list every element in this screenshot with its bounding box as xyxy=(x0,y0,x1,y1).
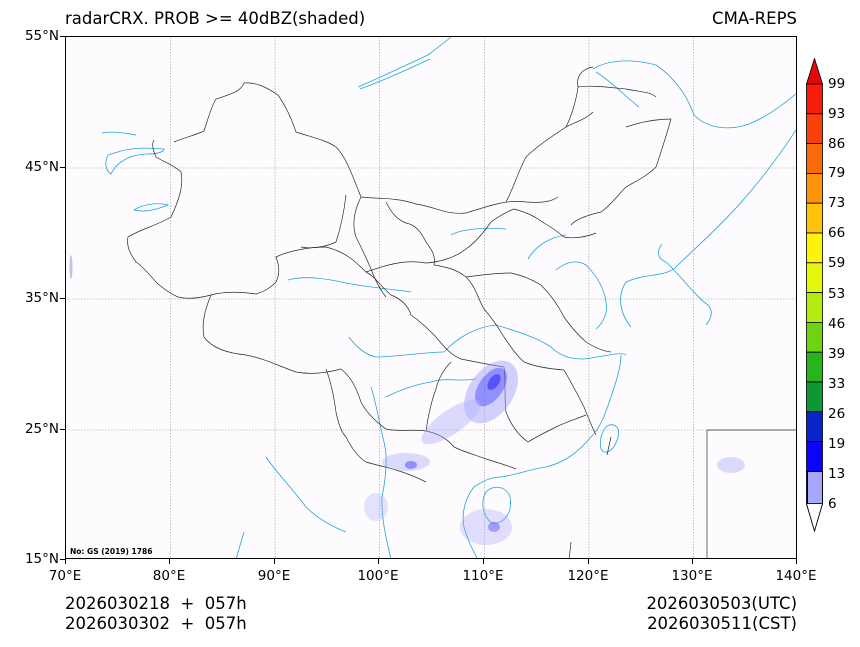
colorbar-label-39: 39 xyxy=(828,346,846,362)
x-tick-120: 120°E xyxy=(567,568,609,584)
x-tick-mark xyxy=(65,559,66,564)
x-tick-100: 100°E xyxy=(357,568,399,584)
map-plot-area[interactable]: No: GS (2019) 1786 xyxy=(65,36,797,559)
x-tick-mark xyxy=(692,559,693,564)
y-tick-35: 35°N xyxy=(24,290,59,306)
colorbar-band-6-13 xyxy=(806,471,823,504)
y-tick-mark xyxy=(60,298,65,299)
init-time-cst: 2026030302 + 057h xyxy=(65,614,247,633)
colorbar-over-arrow xyxy=(806,58,823,85)
init-time-block: 2026030218 + 057h 2026030302 + 057h xyxy=(65,594,247,634)
colorbar-label-46: 46 xyxy=(828,316,846,332)
valid-time-block: 2026030503(UTC) 2026030511(CST) xyxy=(646,594,797,634)
y-tick-55: 55°N xyxy=(24,28,59,44)
colorbar-under-arrow-overlay xyxy=(806,503,823,532)
x-tick-110: 110°E xyxy=(462,568,504,584)
y-tick-mark xyxy=(60,559,65,560)
y-tick-mark xyxy=(60,429,65,430)
y-tick-mark xyxy=(60,36,65,37)
x-tick-90: 90°E xyxy=(257,568,291,584)
x-tick-mark xyxy=(169,559,170,564)
x-tick-80: 80°E xyxy=(152,568,186,584)
x-tick-mark xyxy=(274,559,275,564)
colorbar-label-93: 93 xyxy=(828,106,846,122)
colorbar-label-33: 33 xyxy=(828,376,846,392)
colorbar-label-86: 86 xyxy=(828,136,846,152)
coastlines-rivers xyxy=(101,37,796,558)
colorbar xyxy=(806,58,823,532)
colorbar-label-99: 99 xyxy=(828,76,846,92)
colorbar-label-73: 73 xyxy=(828,195,846,211)
x-tick-130: 130°E xyxy=(671,568,713,584)
y-tick-25: 25°N xyxy=(24,421,59,437)
x-tick-70: 70°E xyxy=(48,568,82,584)
colorbar-label-59: 59 xyxy=(828,255,846,271)
colorbar-label-26: 26 xyxy=(828,406,846,422)
map-approval-number: No: GS (2019) 1786 xyxy=(70,547,153,556)
colorbar-label-79: 79 xyxy=(828,165,846,181)
x-tick-mark xyxy=(483,559,484,564)
colorbar-label-13: 13 xyxy=(828,466,846,482)
colorbar-label-66: 66 xyxy=(828,225,846,241)
chart-title: radarCRX. PROB >= 40dBZ(shaded) xyxy=(65,9,366,28)
y-tick-45: 45°N xyxy=(24,159,59,175)
valid-time-utc: 2026030503(UTC) xyxy=(646,594,797,613)
borders xyxy=(127,66,796,558)
y-tick-mark xyxy=(60,167,65,168)
x-tick-mark xyxy=(588,559,589,564)
y-tick-15: 15°N xyxy=(24,551,59,567)
x-tick-mark xyxy=(378,559,379,564)
x-tick-140: 140°E xyxy=(775,568,817,584)
gridlines xyxy=(66,37,796,558)
probability-shading xyxy=(69,255,745,545)
model-name: CMA-REPS xyxy=(712,9,797,28)
x-tick-mark xyxy=(796,559,797,564)
colorbar-label-19: 19 xyxy=(828,436,846,452)
init-time-utc: 2026030218 + 057h xyxy=(65,594,247,613)
colorbar-label-6: 6 xyxy=(828,496,837,512)
map-canvas xyxy=(66,37,796,558)
colorbar-label-53: 53 xyxy=(828,286,846,302)
valid-time-cst: 2026030511(CST) xyxy=(647,614,797,633)
